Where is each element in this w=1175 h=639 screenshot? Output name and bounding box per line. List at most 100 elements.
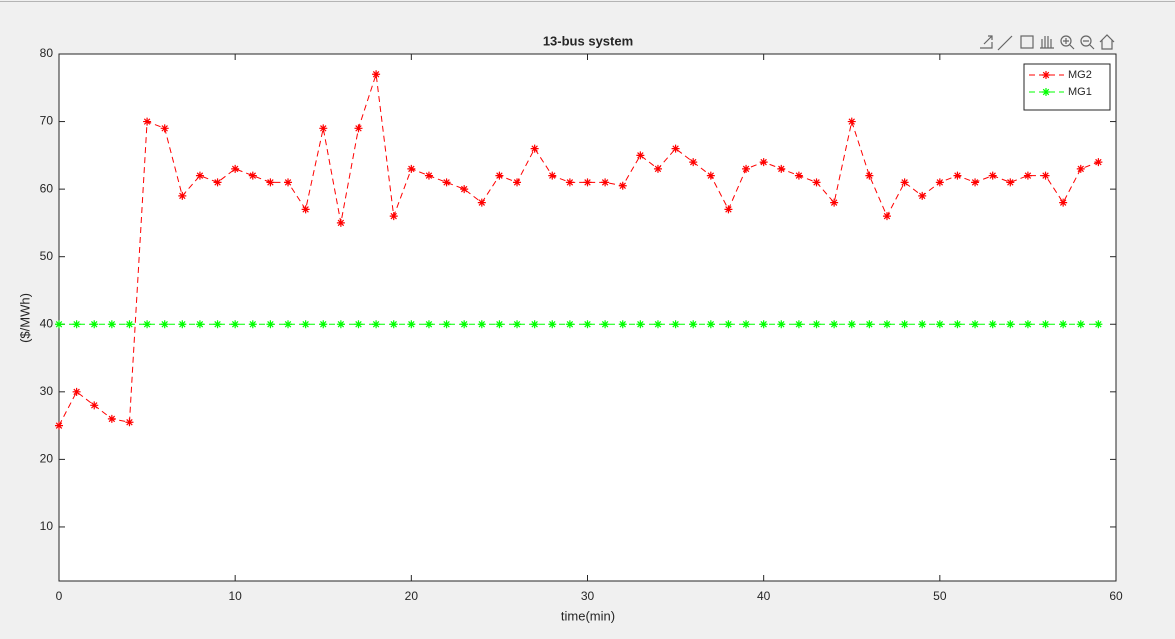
data-point: [636, 151, 645, 160]
data-point: [213, 178, 222, 187]
data-point: [759, 158, 768, 167]
x-tick-label: 60: [1109, 589, 1123, 603]
data-point: [935, 320, 944, 329]
data-point: [742, 164, 751, 173]
data-point: [830, 320, 839, 329]
data-point: [935, 178, 944, 187]
data-point: [900, 178, 909, 187]
data-point: [372, 320, 381, 329]
data-point: [284, 178, 293, 187]
data-point: [971, 320, 980, 329]
data-point: [601, 178, 610, 187]
data-point: [900, 320, 909, 329]
chart-title: 13-bus system: [543, 33, 633, 48]
data-point: [636, 320, 645, 329]
datatip-icon[interactable]: [1020, 35, 1034, 49]
data-point: [1041, 320, 1050, 329]
y-axis-label: ($/MWh): [17, 293, 32, 343]
data-point: [1094, 158, 1103, 167]
data-point: [460, 185, 469, 194]
data-point: [195, 171, 204, 180]
data-point: [794, 320, 803, 329]
data-point: [55, 421, 63, 430]
data-point: [336, 320, 345, 329]
data-point: [847, 117, 856, 126]
data-point: [442, 178, 451, 187]
zoom-out-icon[interactable]: [1080, 35, 1092, 47]
data-point: [1006, 178, 1015, 187]
data-point: [530, 144, 539, 153]
data-point: [125, 320, 134, 329]
data-point: [918, 191, 927, 200]
legend-label: MG2: [1068, 69, 1092, 81]
x-tick-label: 30: [581, 589, 595, 603]
data-point: [1094, 320, 1103, 329]
y-tick-label: 60: [40, 181, 54, 195]
data-point: [971, 178, 980, 187]
data-point: [1041, 171, 1050, 180]
data-point: [372, 70, 381, 79]
export-icon[interactable]: [980, 35, 993, 49]
data-point: [847, 320, 856, 329]
data-point: [759, 320, 768, 329]
zoom-in-plus[interactable]: [1063, 38, 1075, 50]
data-point: [812, 320, 821, 329]
home-icon[interactable]: [1099, 34, 1115, 50]
data-point: [1059, 320, 1068, 329]
data-point: [407, 320, 416, 329]
data-point: [442, 320, 451, 329]
data-point: [319, 320, 328, 329]
data-point: [354, 320, 363, 329]
data-point: [671, 320, 680, 329]
zoom-out-minus[interactable]: [1083, 40, 1095, 50]
data-point: [882, 320, 891, 329]
data-point: [742, 320, 751, 329]
data-point: [530, 320, 539, 329]
data-point: [988, 171, 997, 180]
y-tick-label: 70: [40, 114, 54, 128]
data-point: [319, 124, 328, 133]
data-point: [724, 320, 733, 329]
data-point: [865, 171, 874, 180]
data-point: [689, 320, 698, 329]
data-point: [72, 387, 81, 396]
data-point: [90, 320, 99, 329]
data-point: [248, 171, 257, 180]
data-point: [812, 178, 821, 187]
x-axis-label: time(min): [561, 608, 615, 623]
data-point: [143, 320, 152, 329]
x-tick-label: 10: [228, 589, 242, 603]
brush-icon[interactable]: [997, 35, 1013, 51]
data-point: [513, 178, 522, 187]
data-point: [653, 164, 662, 173]
toolbar[interactable]: [980, 34, 1115, 51]
data-point: [1076, 320, 1085, 329]
data-point: [107, 414, 116, 423]
data-point: [565, 178, 574, 187]
data-point: [653, 320, 662, 329]
data-point: [477, 320, 486, 329]
data-point: [565, 320, 574, 329]
data-point: [706, 171, 715, 180]
data-point: [583, 178, 592, 187]
y-tick-label: 10: [40, 519, 54, 533]
data-point: [160, 124, 169, 133]
zoom-in-icon[interactable]: [1060, 35, 1072, 47]
data-point: [1059, 198, 1068, 207]
data-point: [389, 320, 398, 329]
data-point: [495, 171, 504, 180]
data-point: [460, 320, 469, 329]
data-point: [231, 320, 240, 329]
data-point: [213, 320, 222, 329]
data-point: [55, 320, 63, 329]
data-point: [266, 178, 275, 187]
pan-icon[interactable]: [1040, 36, 1054, 49]
data-point: [301, 320, 310, 329]
axes-box: [58, 53, 1117, 582]
data-point: [477, 198, 486, 207]
data-point: [618, 181, 627, 190]
data-point: [90, 401, 99, 410]
data-point: [301, 205, 310, 214]
x-tick-label: 50: [933, 589, 947, 603]
